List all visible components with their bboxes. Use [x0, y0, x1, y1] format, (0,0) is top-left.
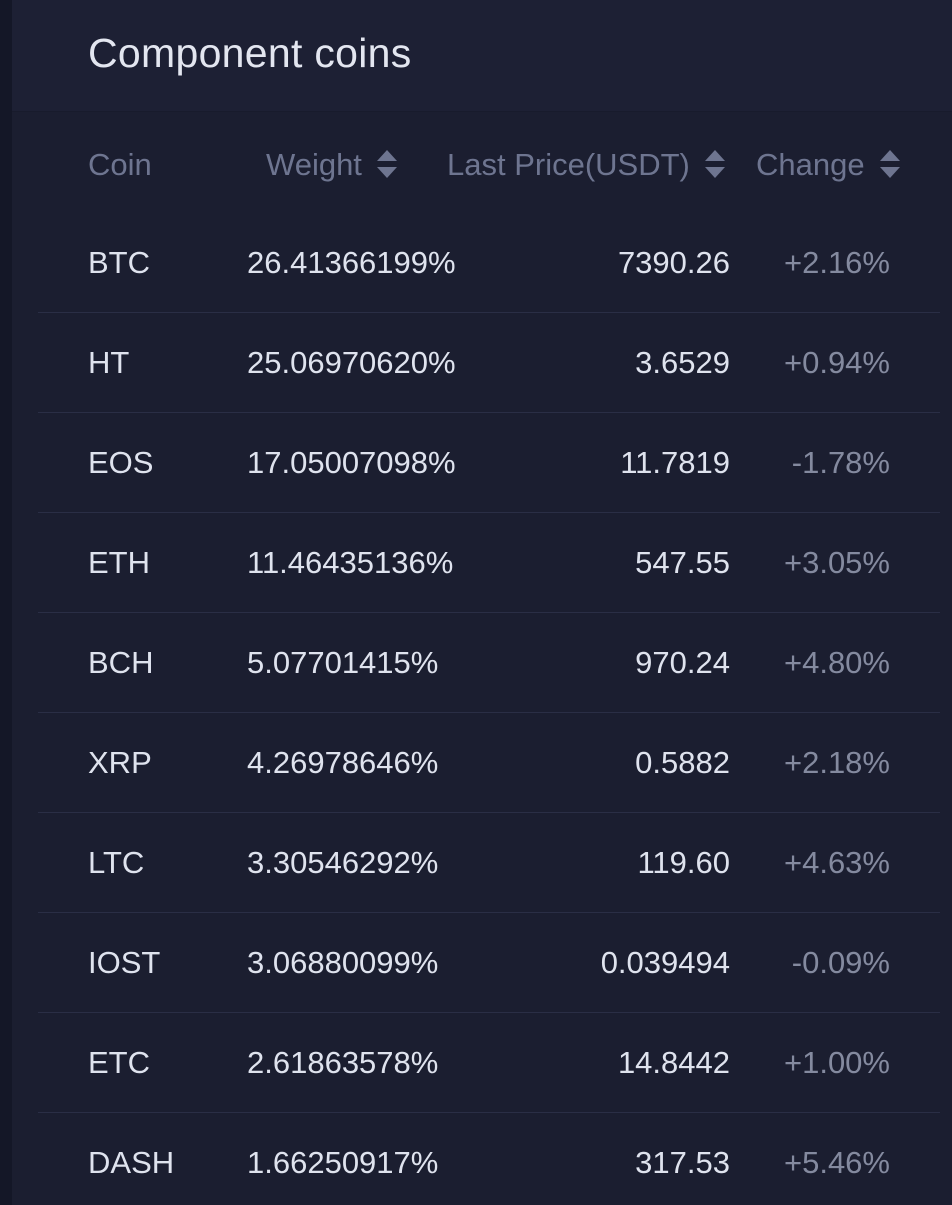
table-row[interactable]: ETH 11.46435136% 547.55 +3.05% — [38, 513, 940, 613]
sort-arrows-icon[interactable] — [376, 148, 398, 180]
coin-last-price: 970.24 — [635, 645, 730, 680]
coin-weight: 5.07701415% — [247, 645, 439, 680]
coin-weight: 2.61863578% — [247, 1045, 439, 1080]
coin-symbol: BCH — [88, 645, 154, 680]
panel-header: Component coins — [12, 0, 952, 112]
coin-weight: 3.06880099% — [247, 945, 439, 980]
panel-title: Component coins — [88, 30, 412, 76]
table-row[interactable]: BCH 5.07701415% 970.24 +4.80% — [38, 613, 940, 713]
coin-symbol: XRP — [88, 745, 152, 780]
coin-symbol: IOST — [88, 945, 161, 980]
table-row[interactable]: IOST 3.06880099% 0.039494 -0.09% — [38, 913, 940, 1013]
coin-symbol: HT — [88, 345, 130, 380]
table-row[interactable]: HT 25.06970620% 3.6529 +0.94% — [38, 313, 940, 413]
column-header-weight[interactable]: Weight — [266, 140, 398, 190]
table-row[interactable]: LTC 3.30546292% 119.60 +4.63% — [38, 813, 940, 913]
coin-weight: 4.26978646% — [247, 745, 439, 780]
column-header-change[interactable]: Change — [756, 140, 901, 190]
coin-change: -1.78% — [791, 445, 890, 480]
table-row[interactable]: BTC 26.41366199% 7390.26 +2.16% — [38, 213, 940, 313]
column-header-weight-label: Weight — [266, 147, 362, 182]
coin-last-price: 547.55 — [635, 545, 730, 580]
coin-change: +4.63% — [783, 845, 890, 880]
coin-change: +2.18% — [783, 745, 890, 780]
coin-symbol: EOS — [88, 445, 154, 480]
coin-symbol: DASH — [88, 1145, 175, 1180]
coin-weight: 26.41366199% — [247, 245, 456, 280]
coin-last-price: 119.60 — [637, 845, 730, 880]
column-header-last-price[interactable]: Last Price(USDT) — [447, 140, 726, 190]
coin-last-price: 7390.26 — [617, 245, 730, 280]
coin-weight: 11.46435136% — [247, 545, 454, 580]
column-header-coin: Coin — [88, 140, 152, 190]
coin-symbol: ETH — [88, 545, 150, 580]
table-row[interactable]: DASH 1.66250917% 317.53 +5.46% — [38, 1113, 940, 1205]
coin-weight: 1.66250917% — [247, 1145, 439, 1180]
coin-symbol: BTC — [88, 245, 150, 280]
column-header-change-label: Change — [756, 147, 865, 182]
sort-arrows-icon[interactable] — [704, 148, 726, 180]
panel-left-edge — [0, 0, 12, 1205]
coin-last-price: 0.039494 — [600, 945, 730, 980]
coin-change: +3.05% — [783, 545, 890, 580]
coin-last-price: 3.6529 — [635, 345, 730, 380]
column-header-coin-label: Coin — [88, 147, 152, 182]
coin-change: +4.80% — [783, 645, 890, 680]
coin-last-price: 0.5882 — [635, 745, 730, 780]
table-row[interactable]: ETC 2.61863578% 14.8442 +1.00% — [38, 1013, 940, 1113]
coin-last-price: 14.8442 — [617, 1045, 730, 1080]
column-header-last-price-label: Last Price(USDT) — [447, 147, 690, 182]
table-row[interactable]: XRP 4.26978646% 0.5882 +2.18% — [38, 713, 940, 813]
coin-change: -0.09% — [791, 945, 890, 980]
coin-symbol: LTC — [88, 845, 145, 880]
table-row[interactable]: EOS 17.05007098% 11.7819 -1.78% — [38, 413, 940, 513]
coin-last-price: 317.53 — [635, 1145, 730, 1180]
coin-weight: 17.05007098% — [247, 445, 456, 480]
coin-weight: 3.30546292% — [247, 845, 439, 880]
coin-last-price: 11.7819 — [620, 445, 730, 480]
coin-weight: 25.06970620% — [247, 345, 456, 380]
coin-change: +0.94% — [783, 345, 890, 380]
coin-change: +5.46% — [783, 1145, 890, 1180]
coin-change: +2.16% — [783, 245, 890, 280]
coin-change: +1.00% — [783, 1045, 890, 1080]
sort-arrows-icon[interactable] — [879, 148, 901, 180]
coin-symbol: ETC — [88, 1045, 150, 1080]
